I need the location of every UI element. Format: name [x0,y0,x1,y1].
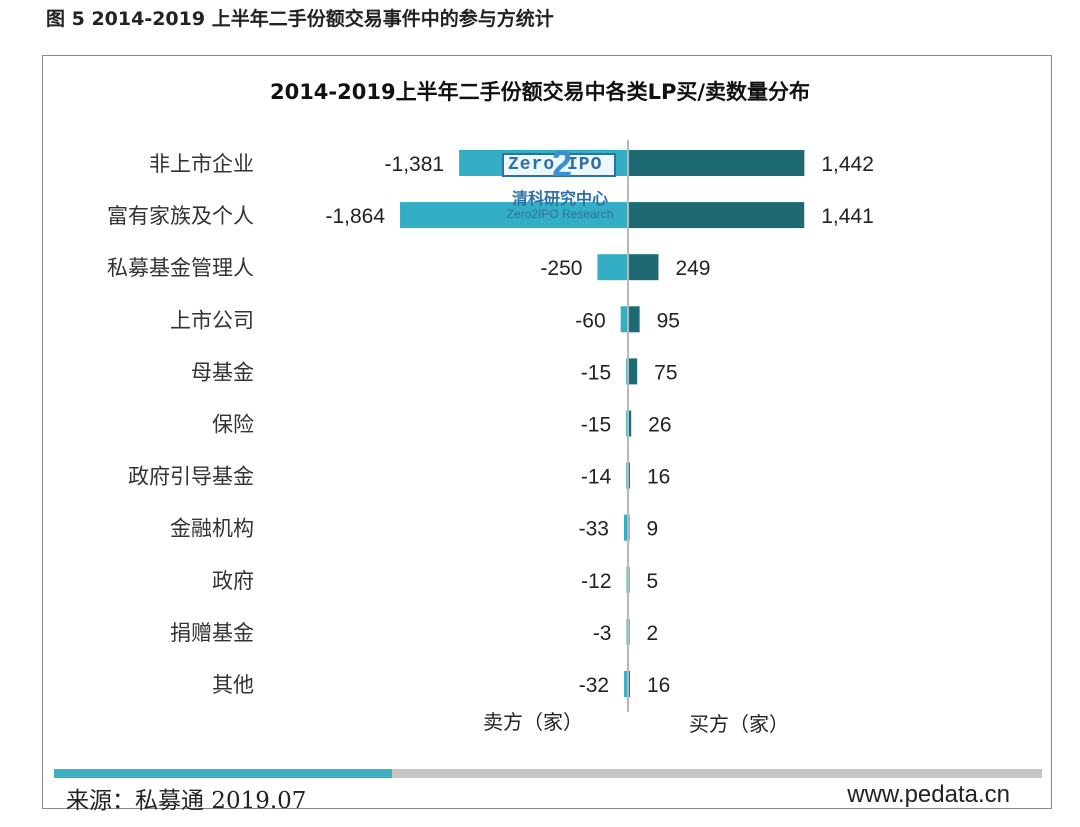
sell-value-label: -15 [581,361,611,384]
buy-bar [628,306,640,333]
sell-value-label: -14 [581,466,612,489]
category-label: 上市公司 [170,308,254,332]
category-label: 其他 [212,673,254,697]
sell-value-label: -32 [579,674,609,697]
watermark-logo-text: Zero IPO [508,155,603,175]
category-label: 保险 [212,413,254,437]
buy-value-label: 16 [647,674,670,697]
buy-bar [628,254,659,281]
buy-value-label: 5 [647,570,659,593]
category-label: 私募基金管理人 [107,256,254,280]
watermark-logo-digit: 2 [552,143,573,184]
footer-gray-bar [392,769,1042,778]
sell-value-label: -1,381 [385,153,445,176]
buy-axis-label: 买方（家） [689,712,789,736]
buy-bar [628,358,638,385]
buy-value-label: 95 [657,309,680,332]
buy-value-label: 75 [654,361,677,384]
category-label: 捐赠基金 [170,621,254,645]
sell-value-label: -12 [581,570,611,593]
buy-bar [628,410,632,437]
sell-value-label: -1,864 [325,205,385,228]
buy-value-label: 2 [647,622,659,645]
sell-bar [624,671,628,697]
chart-frame [42,55,1052,809]
sell-value-label: -60 [575,309,605,332]
buy-value-label: 1,441 [821,205,874,228]
zero2ipo-watermark: Zero IPO 2 清科研究中心 Zero2IPO Research [496,143,624,227]
buy-value-label: 1,442 [821,153,874,176]
watermark-logo-box: Zero IPO [502,153,616,177]
buy-bar [628,202,805,229]
category-label: 富有家族及个人 [107,204,254,228]
watermark-cn-name: 清科研究中心 [511,189,608,208]
category-label: 母基金 [191,360,254,384]
chart-title: 2014-2019上半年二手份额交易中各类LP买/卖数量分布 [269,80,811,104]
category-label: 政府引导基金 [128,465,254,489]
sell-value-label: -3 [593,622,612,645]
website-link[interactable]: www.pedata.cn [847,781,1010,808]
sell-bar [623,514,628,541]
source-note: 来源：私募通 2019.07 [66,788,307,814]
sell-bar [400,202,628,229]
buy-value-label: 9 [647,518,659,541]
sell-bar [597,254,628,281]
watermark-en-name: Zero2IPO Research [506,207,614,221]
sell-value-label: -15 [581,414,611,437]
sell-value-label: -250 [540,257,582,280]
figure-caption: 图 5 2014-2019 上半年二手份额交易事件中的参与方统计 [46,8,554,30]
category-label: 政府 [212,569,254,593]
sell-value-label: -33 [579,518,609,541]
buy-value-label: 249 [675,257,710,280]
footer-accent-bar [54,769,392,778]
category-label: 金融机构 [170,517,254,541]
buy-bar [628,150,805,176]
buy-value-label: 16 [647,466,670,489]
buy-value-label: 26 [648,414,671,437]
sell-bar [620,306,628,333]
category-label: 非上市企业 [149,152,254,176]
sell-axis-label: 卖方（家） [483,710,583,734]
